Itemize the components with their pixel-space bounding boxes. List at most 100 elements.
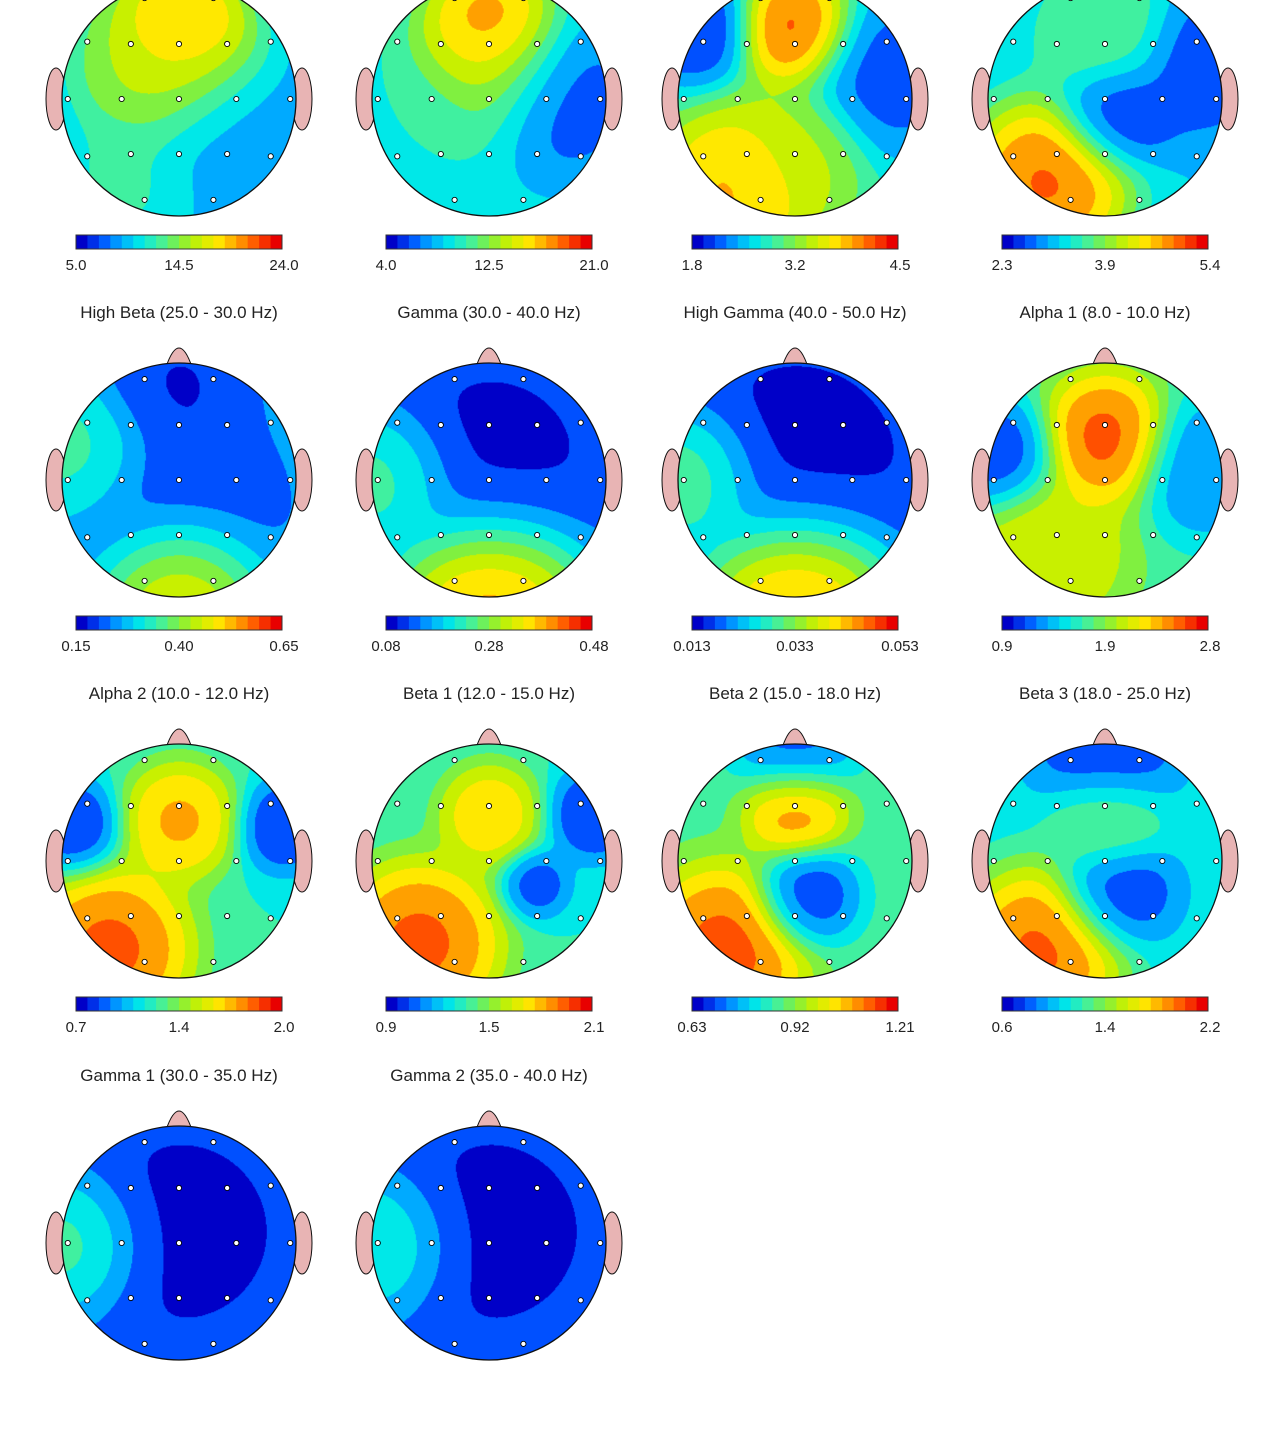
topomap-svg: [45, 0, 313, 250]
colorbar-segment: [1105, 235, 1117, 249]
colorbar-segment: [829, 616, 842, 630]
electrode-marker: [127, 150, 134, 158]
electrode-marker: [485, 95, 493, 103]
electrode-marker: [534, 150, 541, 158]
electrode-marker: [233, 857, 240, 865]
electrode-marker: [791, 150, 799, 158]
electrode-marker: [826, 577, 833, 584]
electrode-marker: [577, 915, 584, 922]
electrode-marker: [437, 531, 444, 539]
electrode-marker: [1010, 38, 1017, 45]
colorbar-frame: [1001, 996, 1209, 1012]
electrode-marker: [64, 857, 71, 865]
head-outline: [987, 362, 1223, 598]
electrode-marker: [743, 912, 750, 920]
electrode-marker: [175, 1184, 183, 1192]
electrode-marker: [791, 802, 799, 810]
colorbar-segment: [397, 235, 410, 249]
colorbar-frame: [691, 615, 899, 631]
colorbar-segment: [1162, 235, 1175, 249]
electrode-marker: [734, 95, 741, 103]
electrode-marker: [1044, 476, 1051, 484]
electrode-marker: [1136, 757, 1143, 764]
colorbar-frame: [385, 615, 593, 631]
head-outline: [61, 743, 297, 979]
colorbar-tick-label: 4.5: [889, 257, 911, 274]
colorbar-segment: [167, 235, 180, 249]
colorbar-segment: [886, 235, 899, 249]
colorbar-tick-label: 0.28: [474, 638, 504, 655]
colorbar-tick-label: 2.1: [583, 1019, 605, 1036]
colorbar-segment: [270, 997, 283, 1011]
topomap-svg: [971, 0, 1239, 250]
electrode-marker: [175, 1239, 183, 1247]
electrode-marker: [374, 95, 381, 103]
colorbar-frame: [385, 996, 593, 1012]
colorbar-frame: [75, 996, 283, 1012]
electrode-marker: [1010, 800, 1017, 807]
colorbar-segment: [840, 616, 853, 630]
colorbar-segment: [259, 235, 272, 249]
colorbar-segment: [511, 997, 524, 1011]
colorbar-segment: [1070, 997, 1083, 1011]
colorbar-segment: [557, 235, 570, 249]
electrode-marker: [990, 95, 997, 103]
colorbar-segment: [1127, 616, 1140, 630]
colorbar-segment: [1150, 235, 1163, 249]
electrode-marker: [1053, 150, 1060, 158]
electrode-marker: [485, 1184, 493, 1192]
electrode-marker: [84, 534, 91, 541]
colorbar-segment: [546, 616, 559, 630]
colorbar-segment: [772, 235, 785, 249]
electrode-marker: [849, 476, 856, 484]
electrode-marker: [64, 1239, 71, 1247]
topomap-panel: 1.8 3.2 4.5: [640, 0, 950, 304]
electrode-marker: [267, 38, 274, 45]
electrode-marker: [451, 376, 458, 383]
map-title: High Beta (25.0 - 30.0 Hz): [80, 303, 278, 322]
colorbar-segment: [1070, 616, 1083, 630]
colorbar-segment: [213, 235, 226, 249]
electrode-marker: [287, 95, 294, 103]
colorbar-segment: [692, 616, 704, 630]
colorbar-segment: [213, 616, 226, 630]
colorbar-segment: [133, 616, 146, 630]
electrode-marker: [990, 476, 997, 484]
colorbar-segment: [1047, 235, 1060, 249]
electrode-marker: [534, 912, 541, 920]
colorbar-tick-label: 1.21: [885, 1019, 915, 1036]
head-outline: [61, 0, 297, 217]
electrode-marker: [791, 476, 799, 484]
colorbar-segment: [213, 997, 226, 1011]
electrode-marker: [394, 1297, 401, 1304]
colorbar-segment: [1105, 616, 1117, 630]
electrode-marker: [743, 802, 750, 810]
electrode-marker: [840, 802, 847, 810]
electrode-marker: [757, 196, 764, 203]
electrode-marker: [1101, 150, 1109, 158]
electrode-marker: [1150, 40, 1157, 48]
electrode-marker: [1101, 802, 1109, 810]
head-outline: [371, 0, 607, 217]
colorbar-segment: [466, 997, 479, 1011]
electrode-marker: [1067, 196, 1074, 203]
colorbar-segment: [511, 616, 524, 630]
colorbar-segment: [1093, 997, 1106, 1011]
head-outline: [61, 362, 297, 598]
colorbar-segment: [1139, 616, 1152, 630]
electrode-marker: [394, 915, 401, 922]
electrode-marker: [597, 857, 604, 865]
topomap-svg: [971, 728, 1239, 1012]
electrode-marker: [1101, 40, 1109, 48]
electrode-marker: [1193, 915, 1200, 922]
electrode-marker: [118, 95, 125, 103]
colorbar-segment: [749, 235, 762, 249]
colorbar-tick-label: 1.9: [1094, 638, 1116, 655]
electrode-marker: [700, 38, 707, 45]
electrode-marker: [791, 531, 799, 539]
electrode-marker: [1044, 95, 1051, 103]
colorbar-tick-label: 5.0: [65, 257, 87, 274]
map-title: Gamma 1 (30.0 - 35.0 Hz): [80, 1066, 278, 1085]
electrode-marker: [826, 958, 833, 965]
colorbar-segment: [1024, 235, 1037, 249]
